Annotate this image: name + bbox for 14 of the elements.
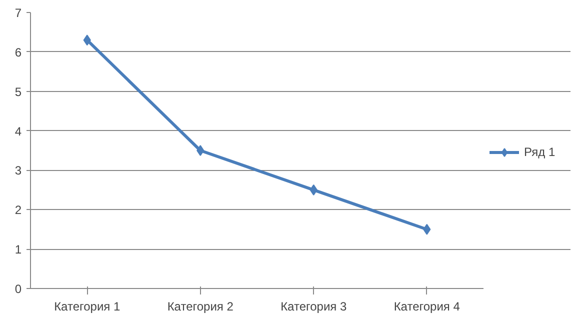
x-tick-label: Категория 4 xyxy=(394,300,460,314)
y-tick-label: 2 xyxy=(14,203,22,218)
y-tick-label: 5 xyxy=(14,84,22,99)
y-tick-label: 1 xyxy=(14,242,22,257)
legend-label: Ряд 1 xyxy=(524,145,556,159)
x-tick-label: Категория 2 xyxy=(167,300,234,314)
y-tick-label: 0 xyxy=(14,282,22,296)
y-tick-label: 4 xyxy=(14,124,22,138)
y-tick-label: 3 xyxy=(14,164,22,178)
x-tick-label: Категория 3 xyxy=(280,300,348,314)
y-tick-label: 7 xyxy=(14,6,22,20)
x-tick-label: Категория 1 xyxy=(54,300,121,314)
y-tick-label: 6 xyxy=(14,45,22,60)
point xyxy=(196,145,204,156)
